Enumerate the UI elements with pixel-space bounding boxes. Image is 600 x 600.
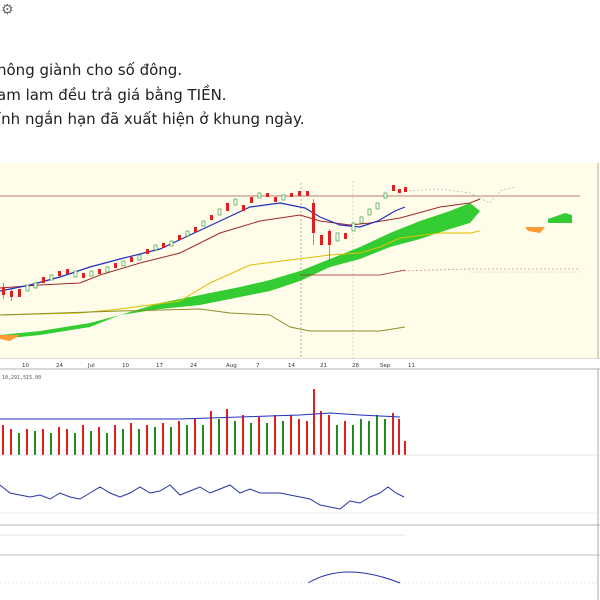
volume-value-label: 10,291,515.00 (2, 375, 41, 381)
cloud-left-bearish (0, 335, 20, 341)
gear-icon[interactable]: ⚙ (1, 2, 14, 18)
post-header: ⚙ (0, 0, 600, 28)
x-tick: 11 (408, 363, 415, 369)
bottom-indicator-curve (307, 571, 401, 584)
x-tick: 10 (122, 363, 129, 369)
post-line-3: ỉnh ngắn hạn đã xuất hiện ở khung ngày. (0, 110, 305, 128)
chart-svg: 10 24 Jul 10 17 24 Aug 7 14 21 28 Sep 11… (0, 163, 600, 600)
candlesticks (2, 185, 407, 301)
baseline-projection (300, 269, 406, 276)
x-tick: 10 (22, 363, 29, 369)
tenkan-line (0, 202, 406, 292)
x-tick: Aug (226, 363, 237, 369)
x-tick: 14 (288, 363, 295, 369)
span-b-line (0, 230, 481, 316)
x-axis (0, 359, 600, 369)
stock-chart-image[interactable]: 10 24 Jul 10 17 24 Aug 7 14 21 28 Sep 11… (0, 163, 600, 600)
x-tick: 21 (320, 363, 327, 369)
kijun-line (0, 198, 481, 289)
volume-bars (2, 389, 406, 455)
x-tick: 28 (352, 363, 359, 369)
volume-average-line (0, 412, 401, 420)
x-tick: Jul (87, 363, 95, 369)
cloud-bearish (525, 227, 545, 233)
x-tick: 24 (56, 363, 63, 369)
x-tick: Sep (380, 363, 391, 369)
future-projection (404, 186, 516, 204)
post-text: hông giành cho số đông. am lam đều trả g… (0, 58, 600, 132)
oscillator-line (0, 484, 405, 510)
post-line-2: am lam đều trả giá bằng TIỀN. (0, 85, 227, 104)
x-tick: 17 (156, 363, 163, 369)
lagging-line (0, 308, 406, 332)
x-tick: 7 (256, 363, 260, 369)
cloud-future (548, 213, 572, 223)
x-axis-labels: 10 24 Jul 10 17 24 Aug 7 14 21 28 Sep 11 (22, 363, 415, 369)
x-tick: 24 (190, 363, 197, 369)
post-line-1: hông giành cho số đông. (0, 61, 183, 79)
